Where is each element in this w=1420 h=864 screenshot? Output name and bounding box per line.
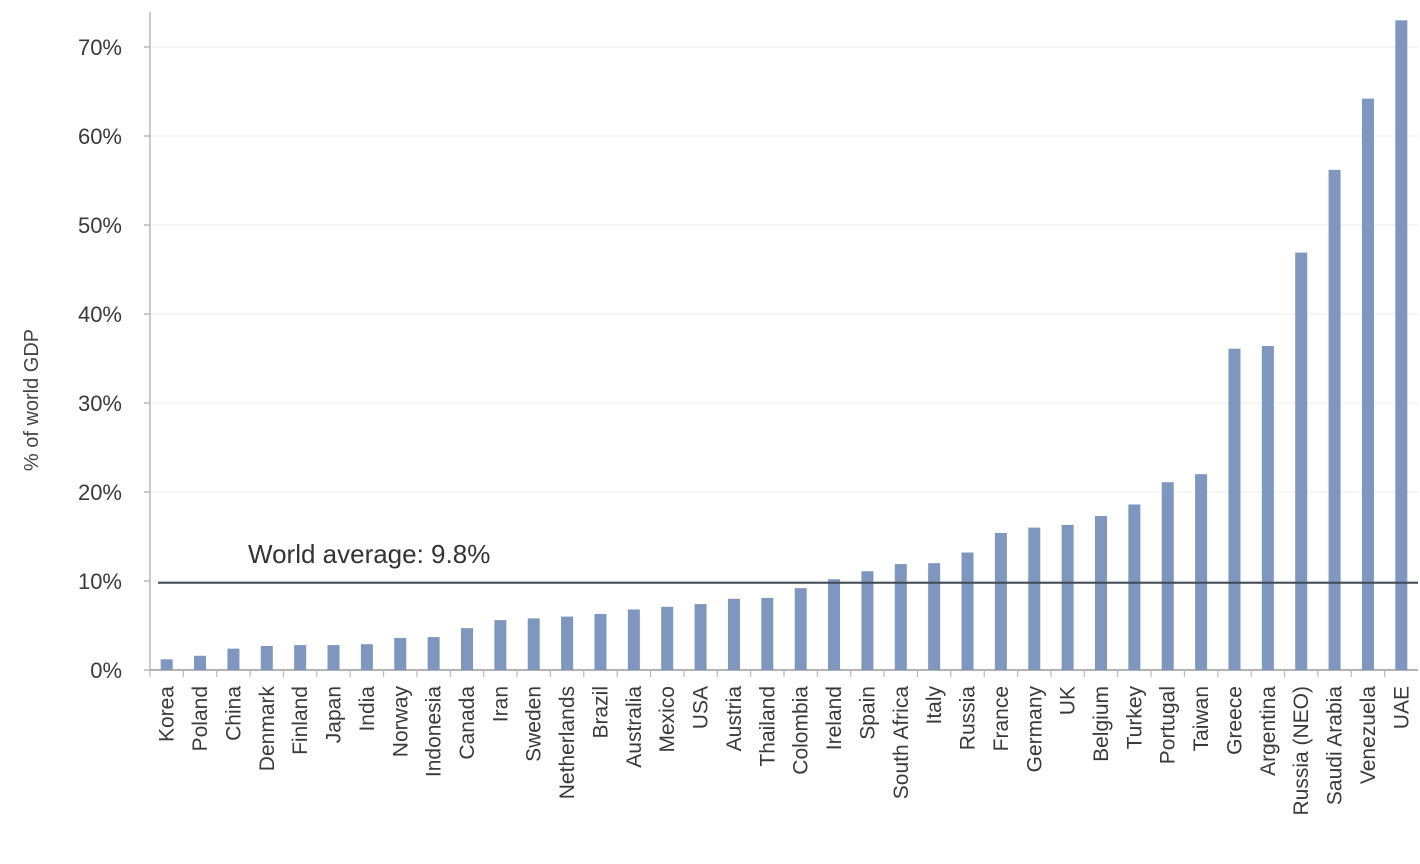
category-label: UAE — [1390, 686, 1413, 729]
y-tick-label: 70% — [78, 35, 122, 60]
bar-china — [227, 648, 240, 670]
bar-poland — [194, 655, 207, 670]
category-label: Poland — [189, 686, 212, 751]
category-label: Russia — [957, 686, 980, 751]
y-tick-label: 10% — [78, 569, 122, 594]
category-label: Finland — [289, 686, 312, 755]
bar-saudi-arabia — [1328, 169, 1341, 670]
bar-uk — [1061, 524, 1074, 670]
bar-france — [994, 532, 1007, 670]
y-tick-label: 30% — [78, 391, 122, 416]
bar-norway — [394, 637, 407, 670]
category-label: Japan — [323, 686, 346, 743]
world-average-label: World average: 9.8% — [248, 539, 490, 569]
category-label: Ireland — [823, 686, 846, 750]
bar-turkey — [1128, 504, 1141, 670]
category-label: UK — [1057, 686, 1080, 715]
bar-netherlands — [561, 616, 574, 670]
y-tick-label: 50% — [78, 213, 122, 238]
reference-line-group: World average: 9.8% — [158, 539, 1418, 584]
bar-venezuela — [1361, 98, 1374, 671]
gridlines — [144, 46, 1418, 671]
category-label: Netherlands — [556, 686, 579, 799]
y-tick-label: 40% — [78, 302, 122, 327]
y-tick-label: 20% — [78, 480, 122, 505]
category-label: Spain — [856, 686, 879, 740]
category-label: USA — [690, 686, 713, 729]
bar-iran — [494, 620, 507, 670]
bar-usa — [694, 604, 707, 670]
y-tick-label: 60% — [78, 124, 122, 149]
category-label: China — [222, 686, 245, 741]
category-label: Thailand — [756, 686, 779, 767]
bar-colombia — [794, 588, 807, 670]
bar-belgium — [1095, 516, 1107, 670]
category-label: Norway — [389, 686, 412, 758]
bar-italy — [928, 563, 941, 670]
category-label: Denmark — [256, 686, 279, 772]
category-label: India — [356, 686, 379, 732]
bar-denmark — [260, 645, 273, 670]
bar-russia — [961, 552, 974, 670]
bar-india — [360, 644, 373, 670]
bar-sweden — [527, 618, 540, 670]
category-label: Portugal — [1157, 686, 1180, 764]
y-tick-labels: 0% 10% 20% 30% 40% 50% 60% 70% — [78, 35, 122, 683]
category-label: South Africa — [890, 686, 913, 800]
bar-greece — [1228, 348, 1241, 670]
category-label: Saudi Arabia — [1324, 686, 1347, 805]
bar-south-africa — [894, 564, 907, 670]
category-label: France — [990, 686, 1013, 751]
bar-canada — [461, 628, 473, 670]
bar-argentina — [1261, 346, 1274, 670]
bar-korea — [160, 659, 173, 670]
bar-spain — [861, 571, 874, 670]
bar-ireland — [828, 579, 841, 670]
category-label: Australia — [623, 686, 646, 768]
x-tick-marks — [149, 670, 1386, 677]
category-label: Argentina — [1257, 686, 1280, 776]
bar-thailand — [761, 597, 774, 670]
bar-uae — [1395, 20, 1408, 671]
y-axis-title: % of world GDP — [21, 329, 43, 471]
category-label: Canada — [456, 686, 479, 760]
category-label: Germany — [1023, 686, 1046, 773]
category-label: Italy — [923, 686, 946, 725]
category-label: Belgium — [1090, 686, 1113, 762]
category-label: Greece — [1223, 686, 1246, 755]
bar-portugal — [1161, 482, 1174, 670]
y-tick-label: 0% — [90, 658, 122, 683]
category-label: Taiwan — [1190, 686, 1213, 751]
bar-taiwan — [1195, 474, 1208, 670]
category-label: Mexico — [656, 686, 679, 753]
category-label: Sweden — [523, 686, 546, 762]
bar-indonesia — [427, 637, 440, 670]
bar-austria — [727, 598, 740, 670]
category-label: Brazil — [589, 686, 612, 739]
category-label: Turkey — [1123, 686, 1146, 750]
category-label: Venezuela — [1357, 686, 1380, 784]
bar-australia — [627, 609, 640, 670]
category-label: Austria — [723, 686, 746, 752]
bar-russia-neo — [1295, 252, 1308, 670]
category-label: Colombia — [790, 686, 813, 775]
axes — [149, 12, 1418, 671]
bar-brazil — [594, 613, 607, 670]
category-label: Indonesia — [423, 686, 446, 777]
category-label: Russia (NEO) — [1290, 686, 1313, 816]
bar-germany — [1028, 527, 1041, 670]
category-label: Korea — [156, 686, 179, 742]
bars — [160, 20, 1408, 671]
bar-finland — [294, 645, 307, 670]
category-labels: Korea Poland China Denmark Finland Japan India… — [156, 686, 1414, 816]
bar-mexico — [661, 606, 674, 670]
category-label: Iran — [489, 686, 512, 722]
bar-japan — [327, 645, 340, 670]
